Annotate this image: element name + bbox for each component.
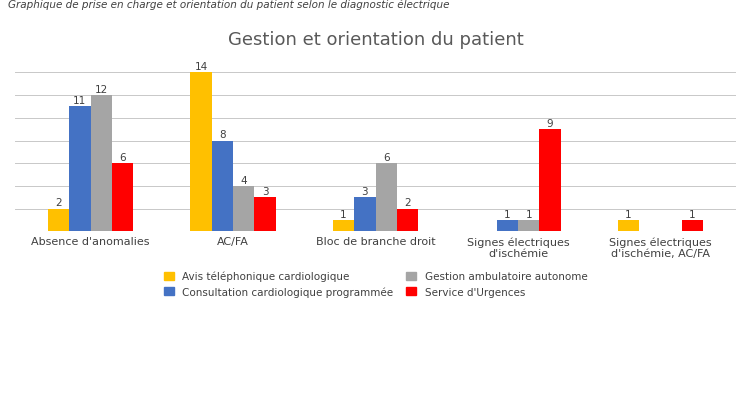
Text: 3: 3 xyxy=(262,187,268,196)
Bar xyxy=(518,221,539,232)
Bar xyxy=(496,221,518,232)
Text: 1: 1 xyxy=(625,209,632,219)
Text: 11: 11 xyxy=(73,96,86,106)
Bar xyxy=(618,221,639,232)
Bar xyxy=(91,96,112,232)
Text: 1: 1 xyxy=(526,209,532,219)
Bar xyxy=(212,141,233,232)
Bar xyxy=(333,221,354,232)
Bar xyxy=(233,187,255,232)
Text: 1: 1 xyxy=(504,209,511,219)
Legend: Avis téléphonique cardiologique, Consultation cardiologique programmée, Gestion : Avis téléphonique cardiologique, Consult… xyxy=(161,268,590,301)
Bar xyxy=(397,209,418,232)
Bar xyxy=(682,221,703,232)
Text: 14: 14 xyxy=(195,62,207,72)
Text: 9: 9 xyxy=(547,119,553,128)
Text: 1: 1 xyxy=(689,209,696,219)
Text: 8: 8 xyxy=(219,130,225,140)
Text: 2: 2 xyxy=(55,198,62,208)
Bar xyxy=(354,198,376,232)
Text: 12: 12 xyxy=(95,85,108,94)
Title: Gestion et orientation du patient: Gestion et orientation du patient xyxy=(228,31,523,49)
Bar xyxy=(190,73,212,232)
Bar xyxy=(539,130,561,232)
Bar xyxy=(112,164,133,232)
Bar xyxy=(376,164,397,232)
Text: 1: 1 xyxy=(340,209,347,219)
Text: 4: 4 xyxy=(240,175,247,185)
Text: Graphique de prise en charge et orientation du patient selon le diagnostic élect: Graphique de prise en charge et orientat… xyxy=(8,0,449,11)
Text: 2: 2 xyxy=(404,198,411,208)
Text: 6: 6 xyxy=(119,153,126,162)
Text: 3: 3 xyxy=(361,187,368,196)
Bar xyxy=(48,209,69,232)
Bar xyxy=(255,198,276,232)
Bar xyxy=(69,107,91,232)
Text: 6: 6 xyxy=(383,153,390,162)
